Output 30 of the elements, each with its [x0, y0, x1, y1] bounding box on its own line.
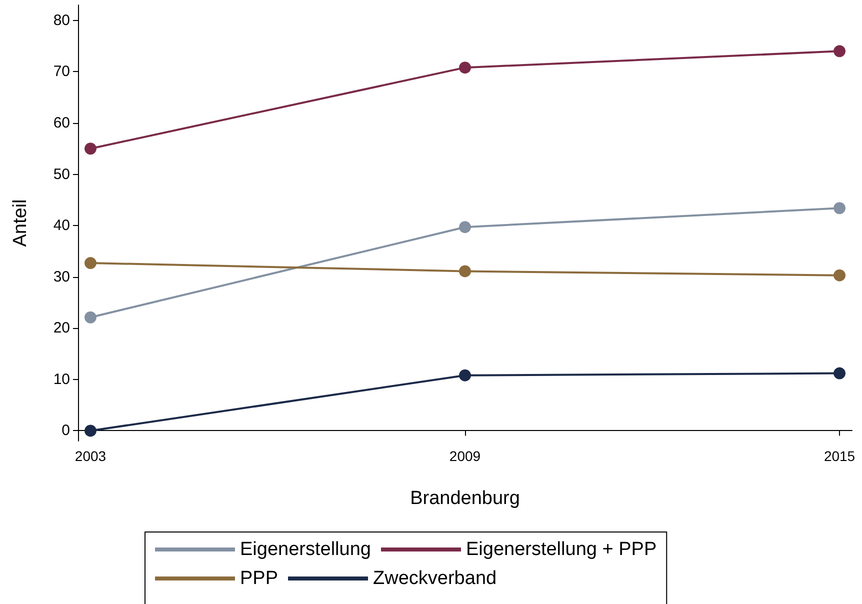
point: [834, 202, 846, 214]
x-axis-title: Brandenburg: [410, 488, 520, 509]
point: [84, 257, 96, 270]
x-tick-label: 2003: [74, 448, 106, 464]
point: [459, 62, 471, 74]
y-tick-label: 30: [53, 268, 70, 286]
y-tick-label: 10: [53, 370, 70, 388]
point: [84, 142, 96, 155]
y-tick-label: 70: [53, 63, 70, 80]
point: [834, 45, 846, 58]
y-tick-label: 20: [53, 320, 70, 337]
legend-label: Zweckverband: [373, 568, 497, 589]
legend-label: PPP: [240, 568, 278, 589]
point: [459, 221, 471, 234]
point: [84, 424, 96, 437]
legend-label: Eigenerstellung: [240, 539, 371, 560]
y-tick-label: 50: [53, 166, 70, 183]
y-tick-label: 80: [53, 12, 70, 29]
y-axis-title: Anteil: [10, 199, 31, 247]
point: [834, 269, 846, 282]
y-tick-label: 60: [53, 114, 70, 132]
x-tick-label: 2015: [824, 448, 856, 464]
point: [459, 265, 471, 278]
y-tick-label: 0: [62, 422, 70, 440]
y-tick-label: 40: [53, 217, 70, 234]
point: [834, 367, 846, 380]
x-tick-label: 2009: [449, 448, 481, 464]
point: [459, 369, 471, 382]
legend-label: Eigenerstellung + PPP: [466, 539, 657, 560]
point: [84, 311, 96, 324]
